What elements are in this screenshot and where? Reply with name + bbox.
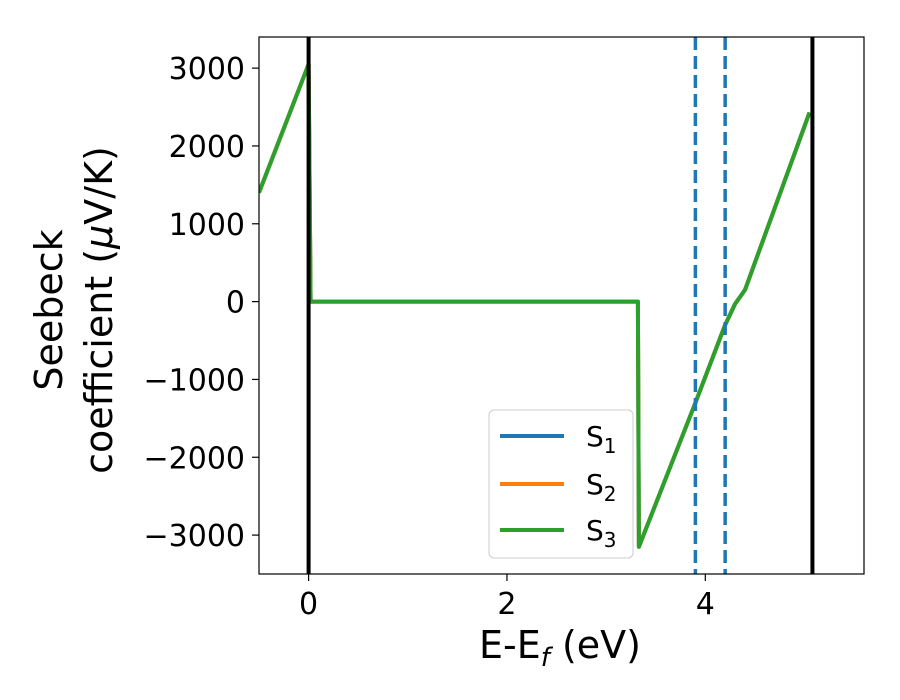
y-tick-label: 2000 — [169, 130, 245, 165]
x-tick-label: 4 — [696, 587, 715, 622]
legend-label-s3: S3 — [586, 514, 617, 552]
y-tick-label: 1000 — [169, 208, 245, 243]
y-tick-label: −1000 — [144, 363, 245, 398]
axes-frame — [258, 36, 865, 575]
plot-area — [259, 37, 815, 574]
legend: S1 S2 S3 — [488, 409, 634, 559]
x-tick-label: 2 — [497, 587, 516, 622]
y-axis-label: Seebeck coefficient (μV/K) — [27, 146, 121, 474]
ticks: 0 2 4 3000 2000 1000 0 −1000 −2000 −3000 — [144, 52, 715, 622]
x-tick-label: 0 — [299, 587, 318, 622]
axes-spines — [258, 36, 865, 575]
y-tick-label: −3000 — [144, 519, 245, 554]
legend-label-s1: S1 — [586, 420, 617, 458]
legend-label-s2: S2 — [586, 468, 617, 506]
y-tick-label: 0 — [226, 286, 245, 321]
y-tick-label: −2000 — [144, 441, 245, 476]
y-tick-label: 3000 — [169, 52, 245, 87]
y-axis-label-line1: Seebeck — [27, 229, 71, 390]
y-axis-label-line2: coefficient (μV/K) — [77, 146, 121, 474]
x-axis-label: E-Ef (eV) — [479, 623, 641, 673]
